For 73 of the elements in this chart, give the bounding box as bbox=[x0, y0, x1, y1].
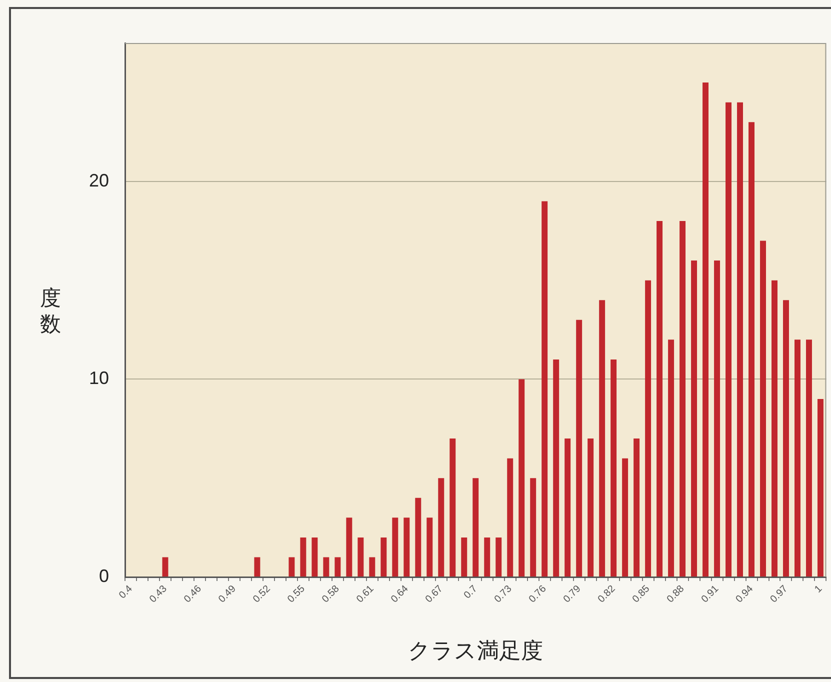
x-tick-label: 0.82 bbox=[596, 583, 618, 606]
bar bbox=[772, 280, 778, 576]
x-tick-label: 0.79 bbox=[562, 583, 584, 606]
bar bbox=[438, 478, 444, 576]
bar bbox=[346, 518, 352, 576]
bar bbox=[496, 537, 502, 576]
bar bbox=[450, 438, 456, 576]
bar bbox=[622, 458, 628, 576]
bar bbox=[726, 102, 732, 576]
bar bbox=[691, 260, 698, 576]
bar bbox=[576, 320, 582, 576]
bar bbox=[610, 359, 617, 576]
y-axis-title: 度数 bbox=[40, 285, 62, 337]
x-tick-label: 0.91 bbox=[700, 583, 722, 606]
x-tick-label: 0.94 bbox=[734, 583, 756, 606]
bar bbox=[634, 438, 640, 576]
bar bbox=[806, 340, 812, 576]
y-tick-label: 20 bbox=[88, 170, 109, 190]
x-tick-label: 0.52 bbox=[251, 583, 274, 606]
bar bbox=[472, 478, 479, 576]
bar bbox=[288, 557, 295, 576]
bar bbox=[254, 557, 260, 576]
bar bbox=[369, 557, 376, 576]
x-tick-label: 0.49 bbox=[216, 583, 239, 606]
bar bbox=[358, 537, 364, 576]
bar bbox=[668, 340, 674, 576]
bar bbox=[783, 300, 789, 576]
bar bbox=[656, 221, 663, 576]
bar bbox=[588, 438, 594, 576]
bar bbox=[530, 478, 536, 576]
x-tick-label: 0.76 bbox=[527, 583, 549, 606]
bar bbox=[564, 438, 571, 576]
x-tick-label: 0.85 bbox=[630, 583, 652, 606]
x-tick-label: 0.7 bbox=[462, 583, 480, 602]
x-tick-label: 0.43 bbox=[148, 583, 170, 606]
x-tick-label: 0.4 bbox=[117, 583, 136, 602]
bar bbox=[323, 557, 330, 576]
x-tick-label: 0.46 bbox=[182, 583, 204, 606]
bar bbox=[702, 82, 709, 576]
y-tick-label: 10 bbox=[88, 368, 109, 388]
x-axis-title: クラス満足度 bbox=[408, 638, 544, 663]
bar bbox=[507, 458, 514, 576]
bar bbox=[404, 518, 410, 576]
y-tick-label: 0 bbox=[98, 566, 109, 586]
x-tick-label: 0.64 bbox=[389, 583, 412, 606]
x-tick-label: 0.73 bbox=[492, 583, 514, 606]
bar bbox=[645, 280, 652, 576]
bar bbox=[680, 221, 686, 576]
bar bbox=[599, 300, 606, 576]
bar bbox=[461, 537, 468, 576]
x-tick-label: 0.61 bbox=[354, 583, 377, 606]
x-tick-label: 1 bbox=[812, 583, 825, 596]
bar bbox=[300, 537, 306, 576]
bar bbox=[714, 260, 720, 576]
bar bbox=[484, 537, 490, 576]
bar bbox=[794, 340, 800, 576]
bar bbox=[760, 240, 766, 576]
bar bbox=[426, 518, 433, 576]
x-tick-label: 0.58 bbox=[320, 583, 342, 606]
x-tick-label: 0.55 bbox=[286, 583, 308, 606]
bar bbox=[817, 399, 824, 576]
bar bbox=[392, 518, 398, 576]
bar bbox=[542, 201, 548, 576]
bar bbox=[518, 379, 525, 576]
x-tick-label: 0.88 bbox=[665, 583, 687, 606]
bar bbox=[312, 537, 318, 576]
bar bbox=[380, 537, 387, 576]
bar bbox=[162, 557, 168, 576]
bar bbox=[415, 498, 422, 576]
bar bbox=[334, 557, 341, 576]
bar bbox=[748, 122, 754, 576]
bar bbox=[553, 359, 560, 576]
bar bbox=[737, 102, 743, 576]
